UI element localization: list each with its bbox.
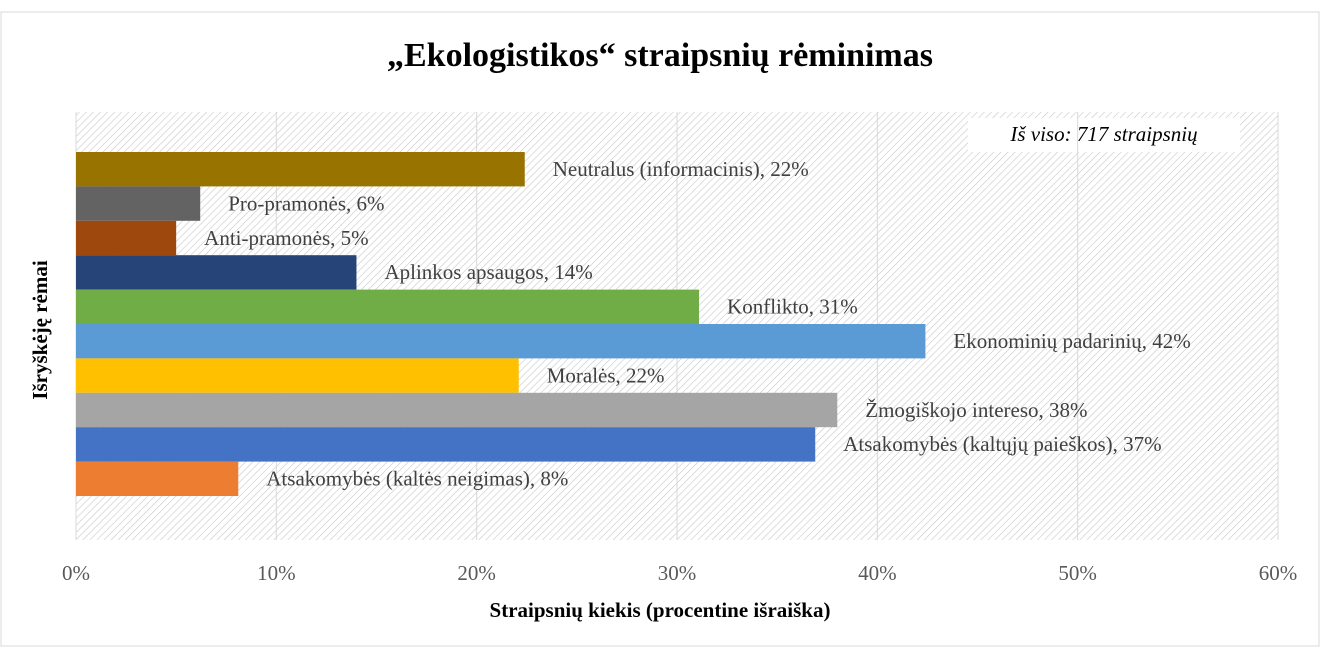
bar — [76, 358, 519, 393]
data-label: Anti-pramonės, 5% — [204, 226, 368, 250]
annotation: Iš viso: 717 straipsnių — [1009, 122, 1197, 146]
annotation-box — [968, 118, 1240, 152]
data-label: Aplinkos apsaugos, 14% — [384, 260, 592, 284]
bar — [76, 461, 239, 496]
bar — [76, 186, 201, 221]
chart-title: „Ekologistikos“ straipsnių rėminimas — [387, 37, 933, 74]
bar — [76, 324, 926, 359]
data-label: Atsakomybės (kaltųjų paieškos), 37% — [843, 432, 1161, 456]
data-label: Pro-pramonės, 6% — [228, 191, 384, 215]
data-label: Ekonominių padarinių, 42% — [953, 329, 1190, 353]
x-tick-label: 10% — [257, 561, 296, 585]
x-tick-label: 30% — [658, 561, 697, 585]
data-label: Konflikto, 31% — [727, 295, 858, 319]
y-axis-title: Išryškėję rėmai — [28, 260, 52, 400]
x-tick-label: 50% — [1058, 561, 1097, 585]
x-tick-label: 20% — [457, 561, 496, 585]
bar — [76, 152, 525, 187]
bar — [76, 255, 357, 290]
x-tick-label: 60% — [1259, 561, 1298, 585]
data-label: Žmogiškojo intereso, 38% — [865, 398, 1087, 422]
x-tick-label: 0% — [62, 561, 90, 585]
data-label: Neutralus (informacinis), 22% — [553, 157, 809, 181]
bar — [76, 392, 838, 428]
bar — [76, 220, 177, 256]
x-axis-title: Straipsnių kiekis (procentine išraiška) — [490, 598, 831, 622]
bar — [76, 427, 816, 462]
data-label: Moralės, 22% — [547, 363, 665, 387]
data-label: Atsakomybės (kaltės neigimas), 8% — [266, 467, 568, 491]
x-tick-label: 40% — [858, 561, 897, 585]
bar — [76, 289, 700, 324]
